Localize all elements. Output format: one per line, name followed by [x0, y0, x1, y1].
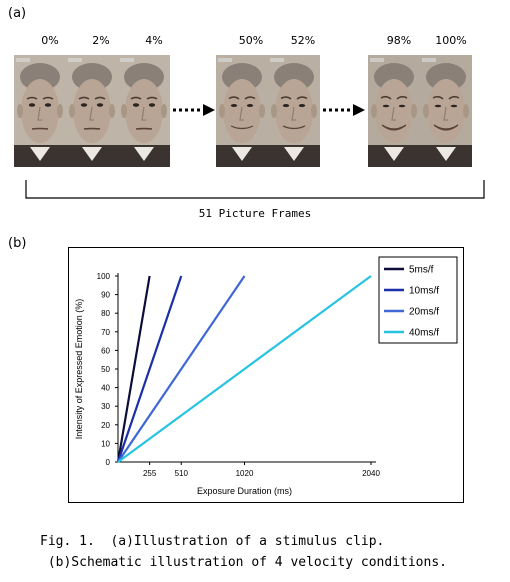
- face-frame-50: [216, 55, 268, 167]
- series-line-0: [116, 275, 151, 463]
- panel-a-label: (a): [8, 6, 27, 21]
- series-line-3: [117, 275, 372, 463]
- face-frame-100: [420, 55, 472, 167]
- x-tick-label: 1020: [236, 469, 254, 478]
- y-tick-label: 20: [101, 421, 110, 430]
- y-tick-label: 80: [101, 309, 110, 318]
- x-tick-label: 2040: [362, 469, 380, 478]
- dotted-arrow-icon: [323, 104, 365, 116]
- y-tick-label: 50: [101, 365, 110, 374]
- y-tick-label: 10: [101, 439, 110, 448]
- face-frame-52: [268, 55, 320, 167]
- y-tick-label: 40: [101, 384, 110, 393]
- legend-label: 5ms/f: [409, 265, 434, 276]
- frames-bracket: [25, 180, 485, 199]
- percent-label-98: 98%: [386, 34, 412, 47]
- percent-label-0: 0%: [41, 34, 59, 47]
- legend-label: 20ms/f: [409, 307, 439, 318]
- x-axis-label: Exposure Duration (ms): [197, 486, 292, 496]
- chart-series: [116, 275, 372, 463]
- face-frame-98: [368, 55, 420, 167]
- percent-label-52: 52%: [290, 34, 316, 47]
- figure-caption-line-2: (b)Schematic illustration of 4 velocity …: [40, 555, 447, 570]
- series-line-1: [116, 275, 183, 463]
- face-frame-2: [66, 55, 118, 167]
- series-line-2: [117, 275, 246, 463]
- y-tick-label: 70: [101, 328, 110, 337]
- y-tick-label: 90: [101, 291, 110, 300]
- y-tick-label: 100: [97, 272, 111, 281]
- y-tick-label: 0: [106, 458, 111, 467]
- legend-box: [378, 256, 458, 344]
- face-frame-0: [14, 55, 66, 167]
- x-tick-label: 255: [143, 469, 157, 478]
- chart-legend: 5ms/f 10ms/f 20ms/f 40ms/f: [378, 256, 458, 344]
- panel-b-label: (b): [8, 236, 27, 251]
- percent-label-50: 50%: [238, 34, 264, 47]
- legend-label: 10ms/f: [409, 286, 439, 297]
- face-frame-4: [118, 55, 170, 167]
- percent-label-100: 100%: [435, 34, 467, 47]
- legend-label: 40ms/f: [409, 328, 439, 339]
- percent-label-4: 4%: [145, 34, 163, 47]
- y-axis-label: Intensity of Expressed Emotion (%): [74, 299, 84, 440]
- x-tick-label: 510: [175, 469, 189, 478]
- figure-caption-line-1: Fig. 1. (a)Illustration of a stimulus cl…: [40, 534, 385, 549]
- y-tick-label: 60: [101, 346, 110, 355]
- y-tick-label: 30: [101, 402, 110, 411]
- frames-label: 51 Picture Frames: [198, 207, 312, 220]
- percent-label-2: 2%: [92, 34, 110, 47]
- dotted-arrow-icon: [173, 104, 215, 116]
